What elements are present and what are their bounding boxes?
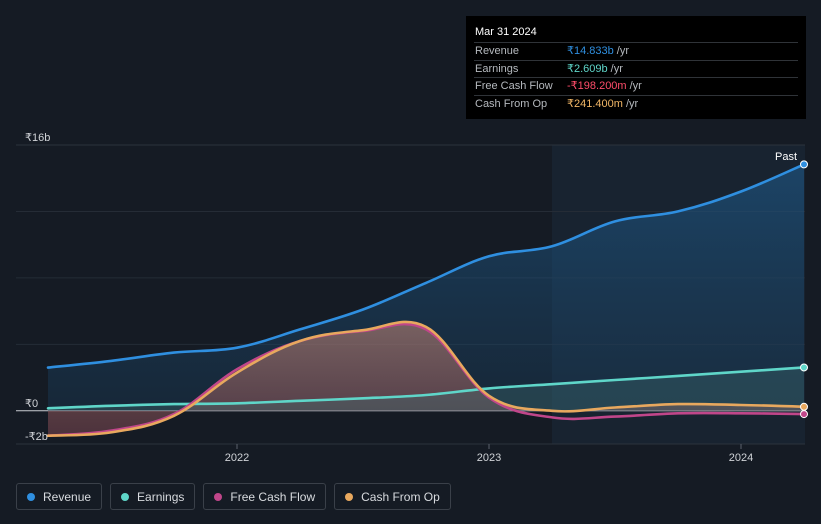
x-tick-label: 2024 (729, 452, 753, 464)
tooltip-label: Earnings (475, 62, 519, 75)
earnings-line (46, 366, 806, 410)
tooltip-label: Free Cash Flow (475, 80, 553, 92)
earnings-dot-icon (121, 492, 130, 501)
free-cash-flow-line (46, 322, 806, 437)
earnings-endpoint (800, 363, 808, 372)
cash-from-op-area (48, 321, 804, 436)
x-tick-label: 2023 (477, 452, 501, 464)
y-tick-label: -₹2b (25, 431, 48, 443)
tooltip: Mar 31 2024 Revenue ₹14.833b /yr Earning… (466, 16, 806, 119)
tooltip-value: ₹2.609b (567, 62, 608, 75)
cash-from-op-dot-icon (345, 492, 354, 501)
legend-item-free-cash-flow[interactable]: Free Cash Flow (203, 483, 327, 510)
tooltip-unit: /yr (625, 97, 639, 110)
tooltip-row-cash-from-op: Cash From Op ₹241.400m /yr (474, 94, 798, 113)
revenue-area (48, 164, 804, 411)
tooltip-label: Cash From Op (475, 97, 548, 110)
free-cash-flow-endpoint (800, 410, 808, 419)
revenue-dot-icon (27, 492, 35, 501)
revenue-endpoint (800, 160, 808, 169)
y-axis-ticks: ₹16b ₹0 -₹2b (25, 132, 50, 443)
legend-item-cash-from-op[interactable]: Cash From Op (334, 483, 451, 510)
tooltip-label: Revenue (475, 45, 520, 57)
tooltip-value: -₹198.200m (567, 80, 627, 92)
earnings-area (48, 367, 804, 411)
tooltip-date: Mar 31 2024 (475, 26, 537, 38)
tooltip-value: ₹241.400m (567, 97, 623, 110)
x-axis-ticks: 2022 2023 2024 (225, 444, 753, 464)
legend-label: Free Cash Flow (230, 489, 316, 504)
cash-from-op-line (46, 320, 806, 437)
tooltip-value: ₹14.833b (567, 45, 614, 57)
series-endpoints (800, 160, 808, 419)
legend: Revenue Earnings Free Cash Flow Cash Fro… (16, 483, 451, 512)
y-tick-label: ₹16b (25, 132, 50, 144)
legend-item-earnings[interactable]: Earnings (110, 483, 196, 510)
tooltip-unit: /yr (616, 45, 629, 57)
y-tick-label: ₹0 (25, 398, 38, 410)
x-tick-label: 2022 (225, 452, 249, 464)
legend-label: Earnings (137, 489, 185, 504)
cash-from-op-endpoint (800, 402, 808, 411)
legend-label: Revenue (43, 489, 92, 504)
legend-item-revenue[interactable]: Revenue (16, 483, 103, 510)
tooltip-row-earnings: Earnings ₹2.609b /yr (474, 59, 798, 78)
tooltip-unit: /yr (629, 80, 642, 92)
tooltip-unit: /yr (610, 62, 623, 75)
free-cash-flow-dot-icon (214, 492, 223, 501)
series-areas (48, 164, 804, 436)
revenue-line (46, 163, 806, 369)
tooltip-row-revenue: Revenue ₹14.833b /yr (474, 42, 798, 60)
series-lines (46, 163, 806, 437)
past-label: Past (775, 151, 797, 163)
legend-label: Cash From Op (361, 489, 440, 504)
tooltip-row-free-cash-flow: Free Cash Flow -₹198.200m /yr (474, 77, 798, 95)
